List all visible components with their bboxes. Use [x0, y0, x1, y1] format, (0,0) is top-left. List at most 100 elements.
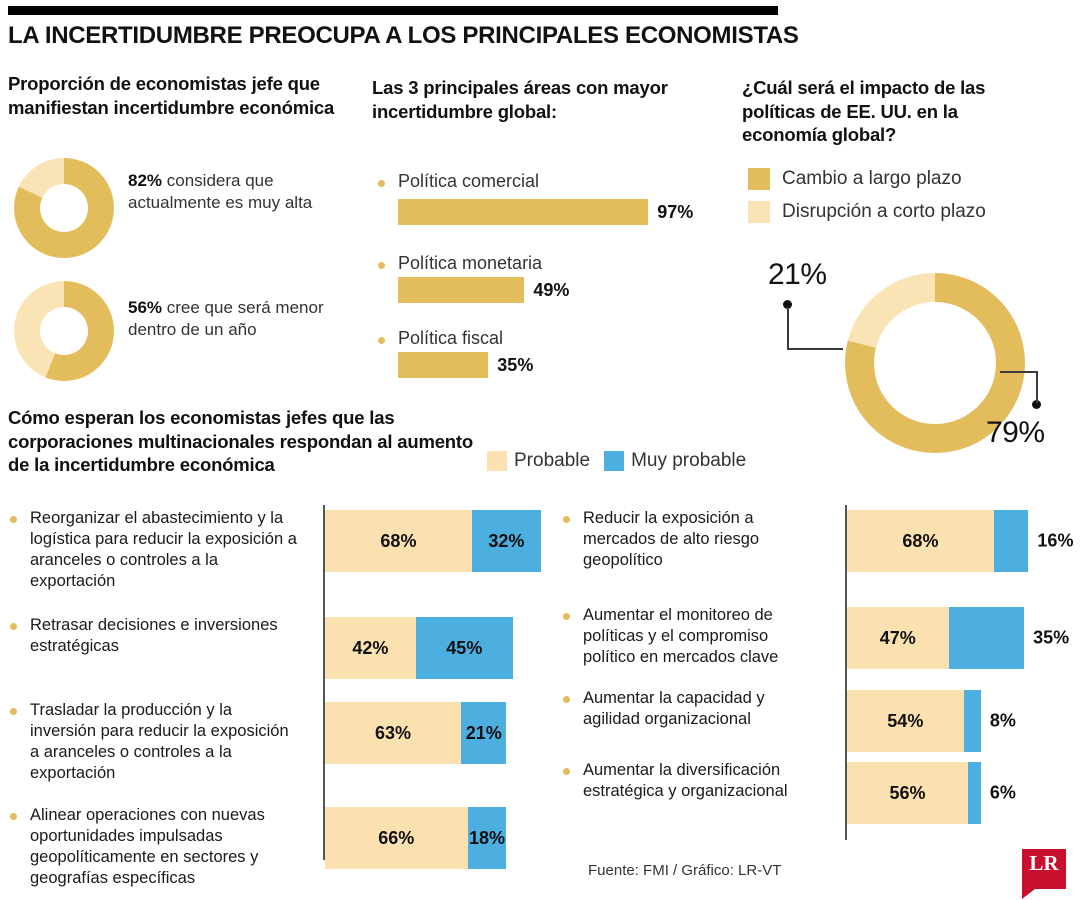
page-title: LA INCERTIDUMBRE PREOCUPA A LOS PRINCIPA…	[8, 22, 799, 49]
bar-politica-comercial	[398, 199, 649, 225]
bar-segment-muy-probable: 21%	[461, 702, 507, 764]
bar-value-probable: 63%	[375, 722, 412, 743]
legend-item-cambio-largo-plazo: Cambio a largo plazo	[748, 168, 986, 190]
bar-value-probable: 42%	[352, 637, 389, 658]
stacked-row-label: Alinear operaciones con nuevas oportunid…	[30, 806, 265, 888]
stacked-bar: 47% 35%	[847, 607, 1069, 669]
right-panel-heading: ¿Cuál será el impacto de las políticas d…	[742, 77, 986, 146]
stacked-bar: 66% 18%	[325, 807, 507, 869]
legend-swatch-icon	[487, 451, 507, 471]
callout-value-21: 21%	[768, 258, 827, 291]
legend-swatch-icon	[748, 168, 770, 190]
donut-hole	[40, 184, 88, 232]
stacked-row-label: Aumentar la capacidad y agilidad organiz…	[583, 689, 765, 729]
bar-value-politica-monetaria: 49%	[533, 280, 570, 300]
legend-swatch-icon	[748, 201, 770, 223]
bar-segment-muy-probable: 32%	[471, 510, 541, 572]
donut-56-value: 56%	[128, 298, 163, 317]
bar-politica-monetaria	[398, 277, 525, 303]
bar-value-politica-comercial: 97%	[657, 202, 694, 222]
lr-logo-tail-icon	[1022, 889, 1035, 899]
bar-label-politica-fiscal: Política fiscal	[398, 328, 504, 348]
stacked-bar: 54% 8%	[847, 690, 1016, 752]
middle-panel-heading: Las 3 principales áreas con mayor incert…	[372, 77, 668, 122]
response-legend: Probable Muy probable	[487, 450, 746, 472]
donut-hole	[874, 302, 996, 424]
bar-politica-fiscal	[398, 352, 489, 378]
legend-swatch-icon	[604, 451, 625, 471]
donut-82-value: 82%	[128, 171, 163, 190]
source-credit: Fuente: FMI / Gráfico: LR-VT	[588, 862, 782, 879]
title-rule	[8, 6, 778, 15]
bullet-icon	[563, 613, 570, 620]
left-panel-heading: Proporción de economistas jefe que manif…	[8, 73, 335, 118]
legend-item-disrupcion-corto-plazo: Disrupción a corto plazo	[748, 201, 986, 223]
bar-value-muy-probable: 6%	[989, 782, 1016, 803]
donut-82-note: 82% considera que actualmente es muy alt…	[128, 170, 328, 214]
bar-value-muy-probable: 45%	[446, 637, 483, 658]
bar-segment-muy-probable: 16%	[993, 510, 1073, 572]
bar-segment-probable: 56%	[847, 762, 968, 824]
bar-value-muy-probable: 8%	[989, 710, 1016, 731]
bar-segment-probable: 66%	[325, 807, 468, 869]
bar-segment-muy-probable: 35%	[948, 607, 1069, 669]
bar-value-politica-fiscal: 35%	[497, 355, 534, 375]
bullet-icon	[563, 516, 570, 523]
bar-value-probable: 68%	[902, 530, 939, 551]
bar-value-muy-probable: 18%	[468, 827, 505, 848]
stacked-row-label: Aumentar la diversificación estratégica …	[583, 761, 788, 801]
stacked-row-label: Reducir la exposición a mercados de alto…	[583, 509, 760, 570]
bullet-icon	[378, 180, 385, 187]
bar-segment-muy-probable: 18%	[467, 807, 507, 869]
bar-segment-probable: 68%	[325, 510, 472, 572]
axis-line-left	[323, 505, 325, 860]
bullet-icon	[378, 262, 385, 269]
legend-item-probable: Probable	[487, 450, 590, 472]
donut-56-text: cree que será menor dentro de un año	[128, 298, 324, 340]
callout-leader-horizontal	[787, 348, 843, 350]
donut-chart-82	[14, 158, 114, 258]
stacked-bar: 63% 21%	[325, 702, 507, 764]
bar-label-politica-comercial: Política comercial	[398, 171, 540, 191]
bullet-icon	[378, 337, 385, 344]
bullet-icon	[10, 516, 17, 523]
donut-56-note: 56% cree que será menor dentro de un año	[128, 297, 328, 341]
callout-dot-79	[1032, 400, 1041, 409]
bottom-panel-heading: Cómo esperan los economistas jefes que l…	[8, 407, 473, 476]
bar-segment-probable: 42%	[325, 617, 416, 679]
bar-label-politica-monetaria: Política monetaria	[398, 253, 543, 273]
stacked-bar: 42% 45%	[325, 617, 513, 679]
callout-leader-horizontal	[1000, 371, 1038, 373]
bullet-icon	[563, 696, 570, 703]
bar-segment-muy-probable: 8%	[963, 690, 1016, 752]
bar-segment-probable: 54%	[847, 690, 964, 752]
callout-dot-21	[783, 300, 792, 309]
bar-segment-probable: 68%	[847, 510, 994, 572]
bar-value-muy-probable: 16%	[1037, 530, 1074, 551]
stacked-bar: 68% 32%	[325, 510, 541, 572]
donut-chart-56	[14, 281, 114, 381]
stacked-row-label: Reorganizar el abastecimiento y la logís…	[30, 509, 297, 591]
lr-logo: LR	[1022, 849, 1066, 889]
bar-value-muy-probable: 32%	[488, 530, 525, 551]
bullet-icon	[10, 623, 17, 630]
bar-segment-muy-probable: 45%	[415, 617, 513, 679]
bar-segment-probable: 63%	[325, 702, 462, 764]
bullet-icon	[10, 708, 17, 715]
axis-line-right	[845, 505, 847, 840]
stacked-row-label: Aumentar el monitoreo de políticas y el …	[583, 606, 779, 667]
callout-value-79: 79%	[986, 416, 1045, 449]
donut-82-text: considera que actualmente es muy alta	[128, 171, 313, 213]
bar-value-muy-probable: 21%	[465, 722, 502, 743]
stacked-bar: 68% 16%	[847, 510, 1073, 572]
bullet-icon	[10, 813, 17, 820]
bar-segment-probable: 47%	[847, 607, 949, 669]
lr-logo-text: LR	[1029, 851, 1059, 875]
donut-hole	[40, 307, 88, 355]
legend-label: Muy probable	[631, 450, 747, 471]
stacked-row-label: Retrasar decisiones e inversiones estrat…	[30, 616, 278, 656]
bar-value-probable: 47%	[879, 627, 916, 648]
legend-label: Disrupción a corto plazo	[782, 201, 986, 222]
bar-value-probable: 68%	[380, 530, 417, 551]
